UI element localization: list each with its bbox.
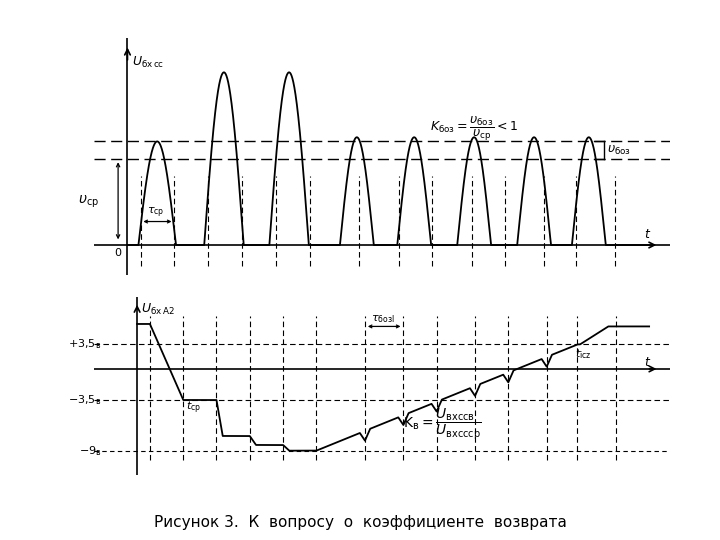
Text: $\upsilon_{\rm{боз}}$: $\upsilon_{\rm{боз}}$	[607, 144, 631, 157]
Text: $-9_{\rm{в}}$: $-9_{\rm{в}}$	[78, 444, 102, 457]
Text: $+3{,}5_{\rm{в}}$: $+3{,}5_{\rm{в}}$	[68, 338, 102, 352]
Text: $\tau_{\rm{бозl}}$: $\tau_{\rm{бозl}}$	[371, 314, 395, 325]
Text: $-3{,}5_{\rm{в}}$: $-3{,}5_{\rm{в}}$	[68, 393, 102, 407]
Text: $t_{\rm{ср}}$: $t_{\rm{ср}}$	[186, 399, 201, 416]
Text: $t$: $t$	[644, 356, 652, 369]
Text: $U_{\rm{бх\,сс}}$: $U_{\rm{бх\,сс}}$	[132, 55, 164, 70]
Text: $\upsilon_{\rm{ср}}$: $\upsilon_{\rm{ср}}$	[78, 194, 99, 211]
Text: 0: 0	[114, 248, 121, 258]
Text: Рисунок 3.  К  вопросу  о  коэффициенте  возврата: Рисунок 3. К вопросу о коэффициенте возв…	[153, 515, 567, 530]
Text: $K_{\rm{боз}} = \dfrac{\upsilon_{\rm{боз}}}{\upsilon_{\rm{ср}}} < 1$: $K_{\rm{боз}} = \dfrac{\upsilon_{\rm{боз…	[430, 115, 518, 143]
Text: $\tau_{\rm{ср}}$: $\tau_{\rm{ср}}$	[148, 206, 165, 220]
Text: $U_{\rm{бх\,А2}}$: $U_{\rm{бх\,А2}}$	[141, 302, 175, 318]
Text: $\mathrm{K}_{\rm{в}} = \dfrac{U_{\rm{вхссв.}}}{U_{\rm{вхссср}}}$: $\mathrm{K}_{\rm{в}} = \dfrac{U_{\rm{вхс…	[403, 407, 482, 442]
Text: $t$: $t$	[644, 228, 651, 241]
Text: $t_{\rm{icz}}$: $t_{\rm{icz}}$	[575, 347, 591, 361]
